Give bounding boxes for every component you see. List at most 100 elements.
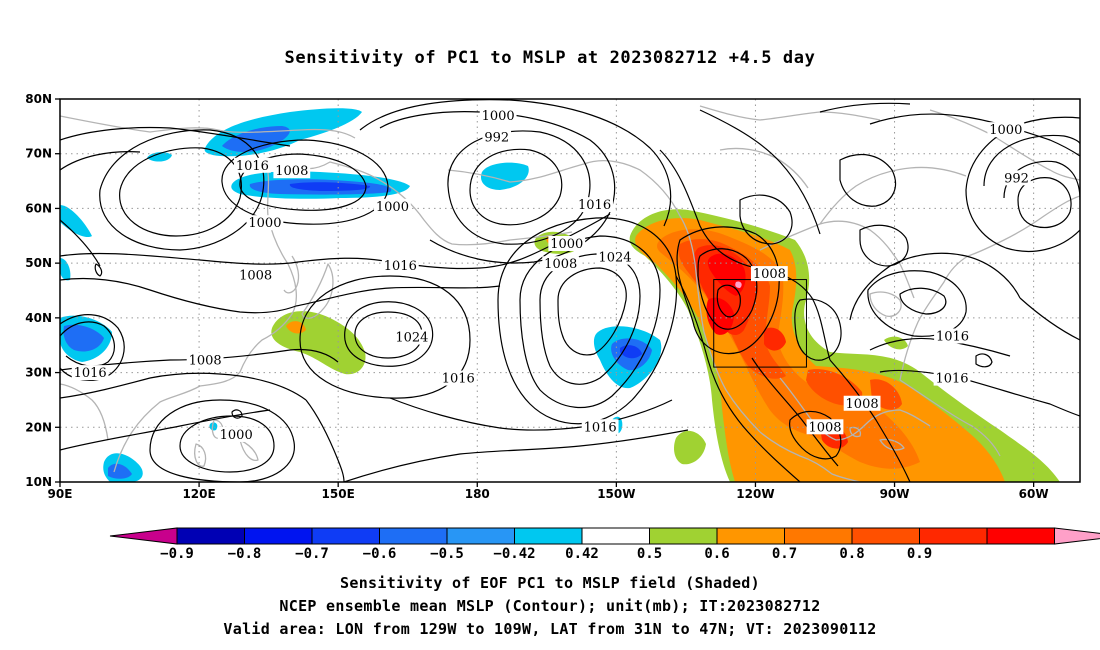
positive-patch [674, 430, 706, 465]
contour-label-bg [439, 370, 477, 386]
negative-patch [60, 205, 92, 238]
x-tick-label: 120E [182, 487, 215, 501]
colorbar-label: 0.6 [704, 546, 729, 562]
coastline [447, 159, 681, 217]
negative-patch [147, 152, 172, 162]
map-title: Sensitivity of PC1 to MSLP at 2023082712… [284, 48, 816, 68]
contour-label: 1008 [753, 267, 786, 282]
colorbar-swatch [311, 527, 380, 545]
mslp-contour [389, 397, 673, 431]
mslp-contour [179, 415, 275, 473]
contour-label-bg [237, 267, 275, 283]
contour-label: 1016 [442, 372, 475, 387]
x-tick-label: 180 [465, 487, 490, 501]
colorbar-swatch [446, 527, 515, 545]
coastline [239, 439, 259, 462]
colorbar-swatch [919, 527, 988, 545]
colorbar-swatch [379, 527, 448, 545]
map-frame [59, 98, 1081, 483]
mslp-contour [716, 284, 741, 318]
colorbar-label: 0.42 [565, 546, 599, 562]
mslp-contour [849, 252, 1021, 321]
mslp-contour [899, 287, 947, 315]
contour-label: 1008 [239, 269, 272, 284]
contour-label-bg [576, 197, 613, 213]
coastline [849, 426, 862, 438]
contour-label: 1000 [989, 123, 1022, 138]
negative-patch [209, 422, 218, 431]
negative-patch [289, 182, 371, 191]
mslp-contour [239, 153, 367, 211]
negative-patch [108, 463, 132, 479]
contour-label-bg [596, 249, 634, 265]
contour-label-bg [374, 198, 411, 214]
contour-label: 1016 [384, 259, 417, 274]
x-tick-label: 90W [880, 487, 910, 501]
mslp-contour [60, 409, 271, 451]
contour-label-bg [750, 266, 788, 282]
colorbar-swatch [649, 527, 718, 545]
caption-line-1: Sensitivity of EOF PC1 to MSLP field (Sh… [340, 574, 760, 592]
coastline [759, 220, 915, 299]
colorbar: −0.9 −0.8 −0.7 −0.6 −0.5 −0.42 0.42 0.5 0.6 0.7 0.… [109, 527, 1100, 562]
x-tick-label: 150E [322, 487, 355, 501]
caption-line-2: NCEP ensemble mean MSLP (Contour); unit(… [279, 597, 821, 615]
contour-label: 1016 [935, 372, 968, 387]
mslp-contour [60, 219, 101, 267]
y-tick-label: 40N [25, 311, 52, 325]
negative-patch [480, 162, 529, 190]
mslp-contour [379, 111, 616, 264]
contour-label-bg [234, 157, 271, 173]
y-tick-label: 30N [25, 366, 52, 380]
mslp-contour [965, 116, 1080, 253]
colorbar-label: 0.5 [637, 546, 662, 562]
mslp-contour [389, 213, 611, 270]
mslp-contour [819, 102, 911, 113]
mslp-contour [699, 109, 821, 235]
coastline [60, 383, 109, 441]
y-tick-label: 60N [25, 201, 52, 215]
y-tick-label: 10N [25, 475, 52, 489]
coastline [759, 431, 861, 482]
mslp-contour [1019, 297, 1080, 341]
coastline [199, 263, 298, 387]
contour-label: 1024 [598, 251, 631, 266]
contour-label-bg [542, 256, 580, 272]
mslp-contour [751, 357, 839, 467]
caption-line-3: Valid area: LON from 129W to 109W, LAT f… [223, 620, 877, 638]
coastline [819, 166, 967, 225]
mslp-contour [119, 147, 242, 237]
colorbar-swatch [581, 527, 650, 545]
colorbar-swatch [514, 527, 583, 545]
colorbar-label: −0.42 [493, 546, 535, 562]
colorbar-swatch [784, 527, 853, 545]
mslp-contour [149, 399, 295, 482]
mslp-contour [739, 194, 793, 245]
colorbar-label: 0.8 [839, 546, 864, 562]
contour-label: 1008 [544, 257, 577, 272]
colorbar-tip-left [109, 527, 178, 545]
coastline [113, 385, 201, 473]
coastline [719, 147, 809, 189]
colorbar-label: −0.9 [160, 546, 194, 562]
coastline [699, 105, 881, 121]
contour-label-bg [548, 235, 586, 251]
colorbar-label: 0.9 [907, 546, 932, 562]
mslp-contour [697, 248, 758, 330]
colorbar-swatch [851, 527, 920, 545]
contour-labels: 1000 992 1000 992 1016 1008 1000 1000 1016 1000 10… [71, 107, 1031, 443]
contour-label-bg [186, 352, 224, 368]
negative-patch [222, 126, 290, 152]
sensitivity-shading [60, 108, 1060, 482]
mslp-contour [305, 399, 345, 482]
contour-label: 1008 [808, 420, 841, 435]
coastlines [60, 105, 1080, 482]
mslp-contour [343, 429, 689, 482]
mslp-contour [447, 130, 591, 245]
coastline [779, 377, 837, 441]
colorbar-label: −0.7 [295, 546, 329, 562]
x-tick-label: 120W [736, 487, 774, 501]
mslp-contour [344, 301, 434, 367]
contour-label-bg [479, 107, 517, 123]
